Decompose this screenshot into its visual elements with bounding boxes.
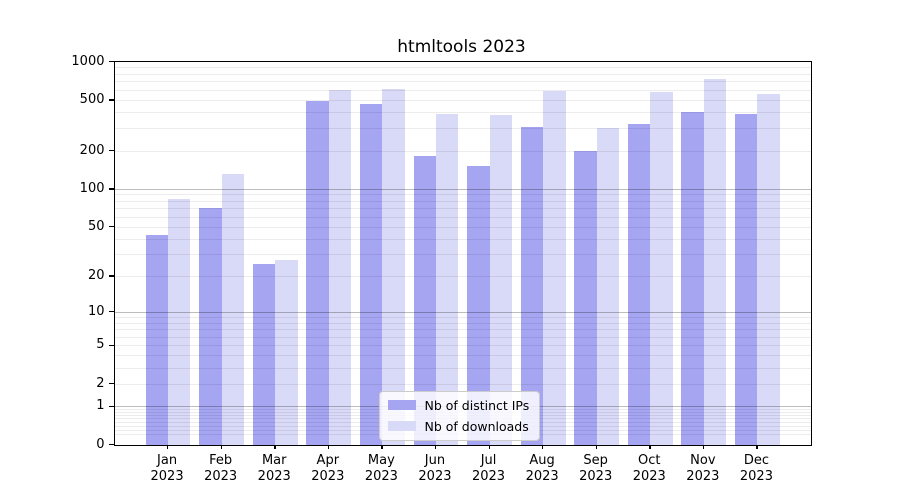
bar-downloads-jun bbox=[435, 113, 459, 445]
y-axis-tick bbox=[109, 344, 114, 347]
gridline-minor bbox=[114, 73, 811, 75]
y-axis-tick-label: 0 bbox=[96, 436, 105, 452]
x-axis-tick-label-jul: Jul 2023 bbox=[457, 453, 521, 486]
y-axis-tick bbox=[109, 405, 114, 407]
y-axis-tick-label: 5 bbox=[96, 337, 105, 353]
x-axis-tick-label-may: May 2023 bbox=[349, 453, 413, 486]
plot-area: Nb of distinct IPs Nb of downloads bbox=[113, 60, 812, 446]
bar-distinct-ips-sep bbox=[574, 150, 597, 445]
x-axis-tick-label-aug: Aug 2023 bbox=[510, 453, 574, 486]
bar-distinct-ips-apr bbox=[306, 101, 329, 445]
y-axis-tick bbox=[109, 444, 114, 446]
x-axis-tick-year: 2023 bbox=[364, 469, 398, 484]
bar-downloads-apr bbox=[328, 90, 352, 445]
y-axis-tick bbox=[109, 275, 114, 277]
x-axis-tick bbox=[220, 444, 222, 450]
y-axis-tick-label: 500 bbox=[79, 91, 105, 107]
bar-downloads-may bbox=[382, 89, 405, 445]
y-axis-tick-label: 200 bbox=[79, 142, 105, 158]
bar-downloads-jul bbox=[489, 115, 512, 445]
bar-downloads-oct bbox=[650, 91, 673, 445]
x-axis-tick bbox=[702, 444, 705, 450]
y-axis-tick bbox=[109, 383, 114, 385]
y-axis-tick bbox=[109, 311, 114, 313]
x-axis-tick-label-dec: Dec 2023 bbox=[724, 453, 788, 486]
x-axis-tick-label-nov: Nov 2023 bbox=[671, 453, 735, 486]
y-axis-tick bbox=[109, 150, 114, 152]
bar-distinct-ips-may bbox=[359, 103, 383, 445]
x-axis-tick bbox=[542, 444, 544, 450]
y-axis-tick-label: 100 bbox=[79, 180, 105, 196]
legend-swatch-distinct-ips bbox=[387, 400, 416, 410]
x-axis-tick-year: 2023 bbox=[686, 469, 720, 484]
bar-downloads-jan bbox=[168, 198, 191, 445]
x-axis-tick-label-mar: Mar 2023 bbox=[242, 453, 306, 486]
bar-downloads-sep bbox=[596, 128, 620, 445]
x-axis-tick bbox=[649, 444, 651, 450]
bar-downloads-feb bbox=[221, 174, 245, 445]
legend-swatch-downloads bbox=[387, 421, 416, 431]
x-axis-tick-year: 2023 bbox=[418, 469, 452, 484]
legend-entry-downloads: Nb of downloads bbox=[387, 418, 530, 434]
x-axis-tick-year: 2023 bbox=[257, 469, 291, 484]
bar-distinct-ips-jan bbox=[145, 234, 169, 445]
y-axis-tick-label: 2 bbox=[96, 375, 105, 391]
x-axis-tick-year: 2023 bbox=[471, 469, 506, 484]
y-axis-tick-label: 20 bbox=[87, 267, 105, 283]
bar-downloads-nov bbox=[703, 79, 727, 445]
x-axis-tick bbox=[274, 444, 276, 450]
gridline-minor bbox=[114, 67, 811, 69]
bar-distinct-ips-aug bbox=[520, 127, 544, 445]
x-axis-tick-year: 2023 bbox=[525, 469, 559, 484]
x-axis-tick bbox=[167, 444, 169, 450]
chart-title: htmltools 2023 bbox=[397, 37, 526, 57]
bar-distinct-ips-mar bbox=[252, 263, 276, 445]
bar-distinct-ips-nov bbox=[681, 111, 704, 445]
x-axis-tick-label-sep: Sep 2023 bbox=[564, 453, 628, 486]
x-axis-tick bbox=[756, 444, 758, 450]
bar-downloads-dec bbox=[757, 93, 780, 445]
x-axis-tick-year: 2023 bbox=[150, 469, 184, 484]
x-axis-tick bbox=[434, 444, 437, 450]
x-axis-tick bbox=[381, 444, 383, 450]
x-axis-tick-year: 2023 bbox=[739, 469, 773, 484]
y-axis-tick-label: 50 bbox=[87, 218, 105, 234]
x-axis-tick bbox=[595, 444, 597, 450]
x-axis-tick-year: 2023 bbox=[579, 469, 613, 484]
legend: Nb of distinct IPs Nb of downloads bbox=[378, 390, 541, 441]
y-axis-tick bbox=[109, 99, 114, 101]
x-axis-tick bbox=[488, 444, 490, 450]
y-axis-tick-label: 1 bbox=[96, 398, 105, 414]
y-axis-tick bbox=[109, 188, 114, 190]
legend-entry-distinct-ips: Nb of distinct IPs bbox=[387, 397, 530, 413]
bar-distinct-ips-oct bbox=[627, 123, 651, 445]
x-axis-tick-year: 2023 bbox=[632, 469, 666, 484]
x-axis-tick-label-jun: Jun 2023 bbox=[403, 453, 467, 486]
bar-downloads-aug bbox=[543, 90, 566, 445]
bar-distinct-ips-feb bbox=[199, 208, 222, 445]
y-axis-tick-label: 10 bbox=[87, 303, 105, 319]
bar-downloads-mar bbox=[275, 259, 298, 445]
legend-label-distinct-ips: Nb of distinct IPs bbox=[424, 397, 530, 413]
bar-distinct-ips-jun bbox=[413, 156, 436, 445]
y-axis-tick bbox=[109, 61, 114, 63]
x-axis-tick-label-apr: Apr 2023 bbox=[296, 453, 360, 486]
x-axis-tick-label-jan: Jan 2023 bbox=[135, 453, 199, 486]
legend-label-downloads: Nb of downloads bbox=[424, 418, 529, 434]
y-axis-tick bbox=[109, 226, 114, 228]
x-axis-tick-year: 2023 bbox=[311, 469, 345, 484]
y-axis-tick-label: 1000 bbox=[71, 53, 105, 69]
x-axis-tick-year: 2023 bbox=[204, 469, 238, 484]
x-axis-tick bbox=[327, 444, 330, 450]
bar-distinct-ips-jul bbox=[467, 166, 490, 445]
x-axis-tick-label-oct: Oct 2023 bbox=[617, 453, 681, 486]
x-axis-tick-label-feb: Feb 2023 bbox=[189, 453, 253, 486]
bar-distinct-ips-dec bbox=[735, 113, 758, 445]
